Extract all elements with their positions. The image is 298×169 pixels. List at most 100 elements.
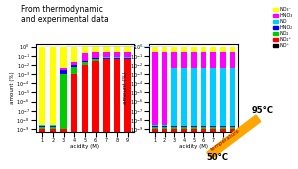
Bar bbox=[82, 132, 88, 169]
Bar bbox=[230, 127, 235, 129]
Bar bbox=[50, 47, 56, 125]
Bar bbox=[210, 52, 216, 68]
Bar bbox=[162, 129, 167, 132]
Bar bbox=[201, 129, 206, 132]
Bar bbox=[201, 47, 206, 52]
Bar bbox=[82, 61, 88, 62]
Bar bbox=[82, 53, 88, 61]
Y-axis label: amount (%): amount (%) bbox=[10, 71, 15, 104]
Bar bbox=[162, 127, 167, 129]
Bar bbox=[181, 129, 187, 132]
Bar bbox=[60, 47, 67, 68]
Bar bbox=[171, 68, 177, 126]
Bar bbox=[50, 127, 56, 129]
Bar bbox=[125, 57, 131, 58]
Bar bbox=[230, 52, 235, 68]
Y-axis label: amount (%): amount (%) bbox=[123, 71, 128, 104]
Bar bbox=[103, 52, 110, 57]
Bar bbox=[125, 132, 131, 169]
Bar bbox=[82, 62, 88, 65]
Bar bbox=[152, 47, 158, 52]
Bar bbox=[60, 74, 67, 129]
Bar bbox=[191, 127, 197, 129]
Bar bbox=[171, 126, 177, 127]
Bar bbox=[181, 52, 187, 68]
Bar bbox=[191, 129, 197, 132]
Legend: NO₃⁻, HNO₃, NO, HNO₂, NO₂, NO₂⁺, NO⁺: NO₃⁻, HNO₃, NO, HNO₂, NO₂, NO₂⁺, NO⁺ bbox=[271, 6, 294, 50]
Bar bbox=[152, 132, 158, 169]
Bar bbox=[125, 46, 131, 52]
Bar bbox=[210, 47, 216, 52]
Bar bbox=[114, 58, 120, 59]
Bar bbox=[50, 125, 56, 126]
Bar bbox=[60, 68, 67, 70]
Bar bbox=[210, 68, 216, 126]
Bar bbox=[71, 74, 77, 132]
Bar bbox=[191, 126, 197, 127]
Bar bbox=[152, 129, 158, 132]
Bar bbox=[92, 132, 99, 169]
Bar bbox=[171, 129, 177, 132]
Bar bbox=[191, 52, 197, 68]
Bar bbox=[125, 52, 131, 57]
Bar bbox=[39, 129, 45, 132]
Bar bbox=[220, 127, 226, 129]
Bar bbox=[71, 65, 77, 67]
Bar bbox=[82, 65, 88, 132]
Text: 50°C: 50°C bbox=[206, 153, 228, 162]
Bar bbox=[220, 52, 226, 68]
Bar bbox=[92, 46, 99, 52]
Bar bbox=[152, 52, 158, 125]
Bar bbox=[181, 47, 187, 52]
Bar bbox=[39, 126, 45, 127]
Bar bbox=[103, 46, 110, 52]
Bar bbox=[60, 70, 67, 74]
Bar bbox=[50, 129, 56, 132]
Bar bbox=[201, 132, 206, 169]
Bar bbox=[220, 132, 226, 169]
Text: temperature: temperature bbox=[210, 128, 241, 152]
Bar bbox=[71, 62, 77, 65]
Bar bbox=[103, 59, 110, 132]
Bar bbox=[171, 47, 177, 52]
Bar bbox=[60, 129, 67, 132]
Text: From thermodynamic
and experimental data: From thermodynamic and experimental data bbox=[21, 5, 108, 25]
FancyArrow shape bbox=[207, 115, 261, 159]
Bar bbox=[201, 52, 206, 68]
Bar bbox=[103, 132, 110, 169]
Bar bbox=[152, 125, 158, 126]
Bar bbox=[181, 126, 187, 127]
Bar bbox=[39, 47, 45, 125]
Bar bbox=[210, 126, 216, 127]
Bar bbox=[171, 132, 177, 169]
Bar bbox=[181, 132, 187, 169]
Bar bbox=[201, 126, 206, 127]
Bar bbox=[230, 47, 235, 52]
Bar bbox=[50, 126, 56, 127]
Bar bbox=[210, 127, 216, 129]
Bar bbox=[210, 129, 216, 132]
Bar bbox=[103, 58, 110, 59]
Bar bbox=[220, 126, 226, 127]
Bar bbox=[39, 125, 45, 126]
Bar bbox=[114, 57, 120, 58]
Bar bbox=[71, 67, 77, 74]
Bar bbox=[230, 132, 235, 169]
Bar bbox=[162, 125, 167, 126]
Bar bbox=[220, 47, 226, 52]
Bar bbox=[181, 127, 187, 129]
Bar bbox=[82, 46, 88, 53]
Bar bbox=[162, 132, 167, 169]
Bar bbox=[114, 52, 120, 57]
Bar bbox=[114, 132, 120, 169]
Bar bbox=[92, 58, 99, 59]
Bar bbox=[230, 129, 235, 132]
Bar bbox=[92, 61, 99, 132]
Bar bbox=[152, 126, 158, 127]
X-axis label: acidity (M): acidity (M) bbox=[70, 144, 100, 149]
Bar bbox=[181, 68, 187, 126]
Bar bbox=[39, 132, 45, 169]
Bar bbox=[201, 68, 206, 126]
Bar bbox=[220, 68, 226, 126]
Bar bbox=[50, 132, 56, 169]
